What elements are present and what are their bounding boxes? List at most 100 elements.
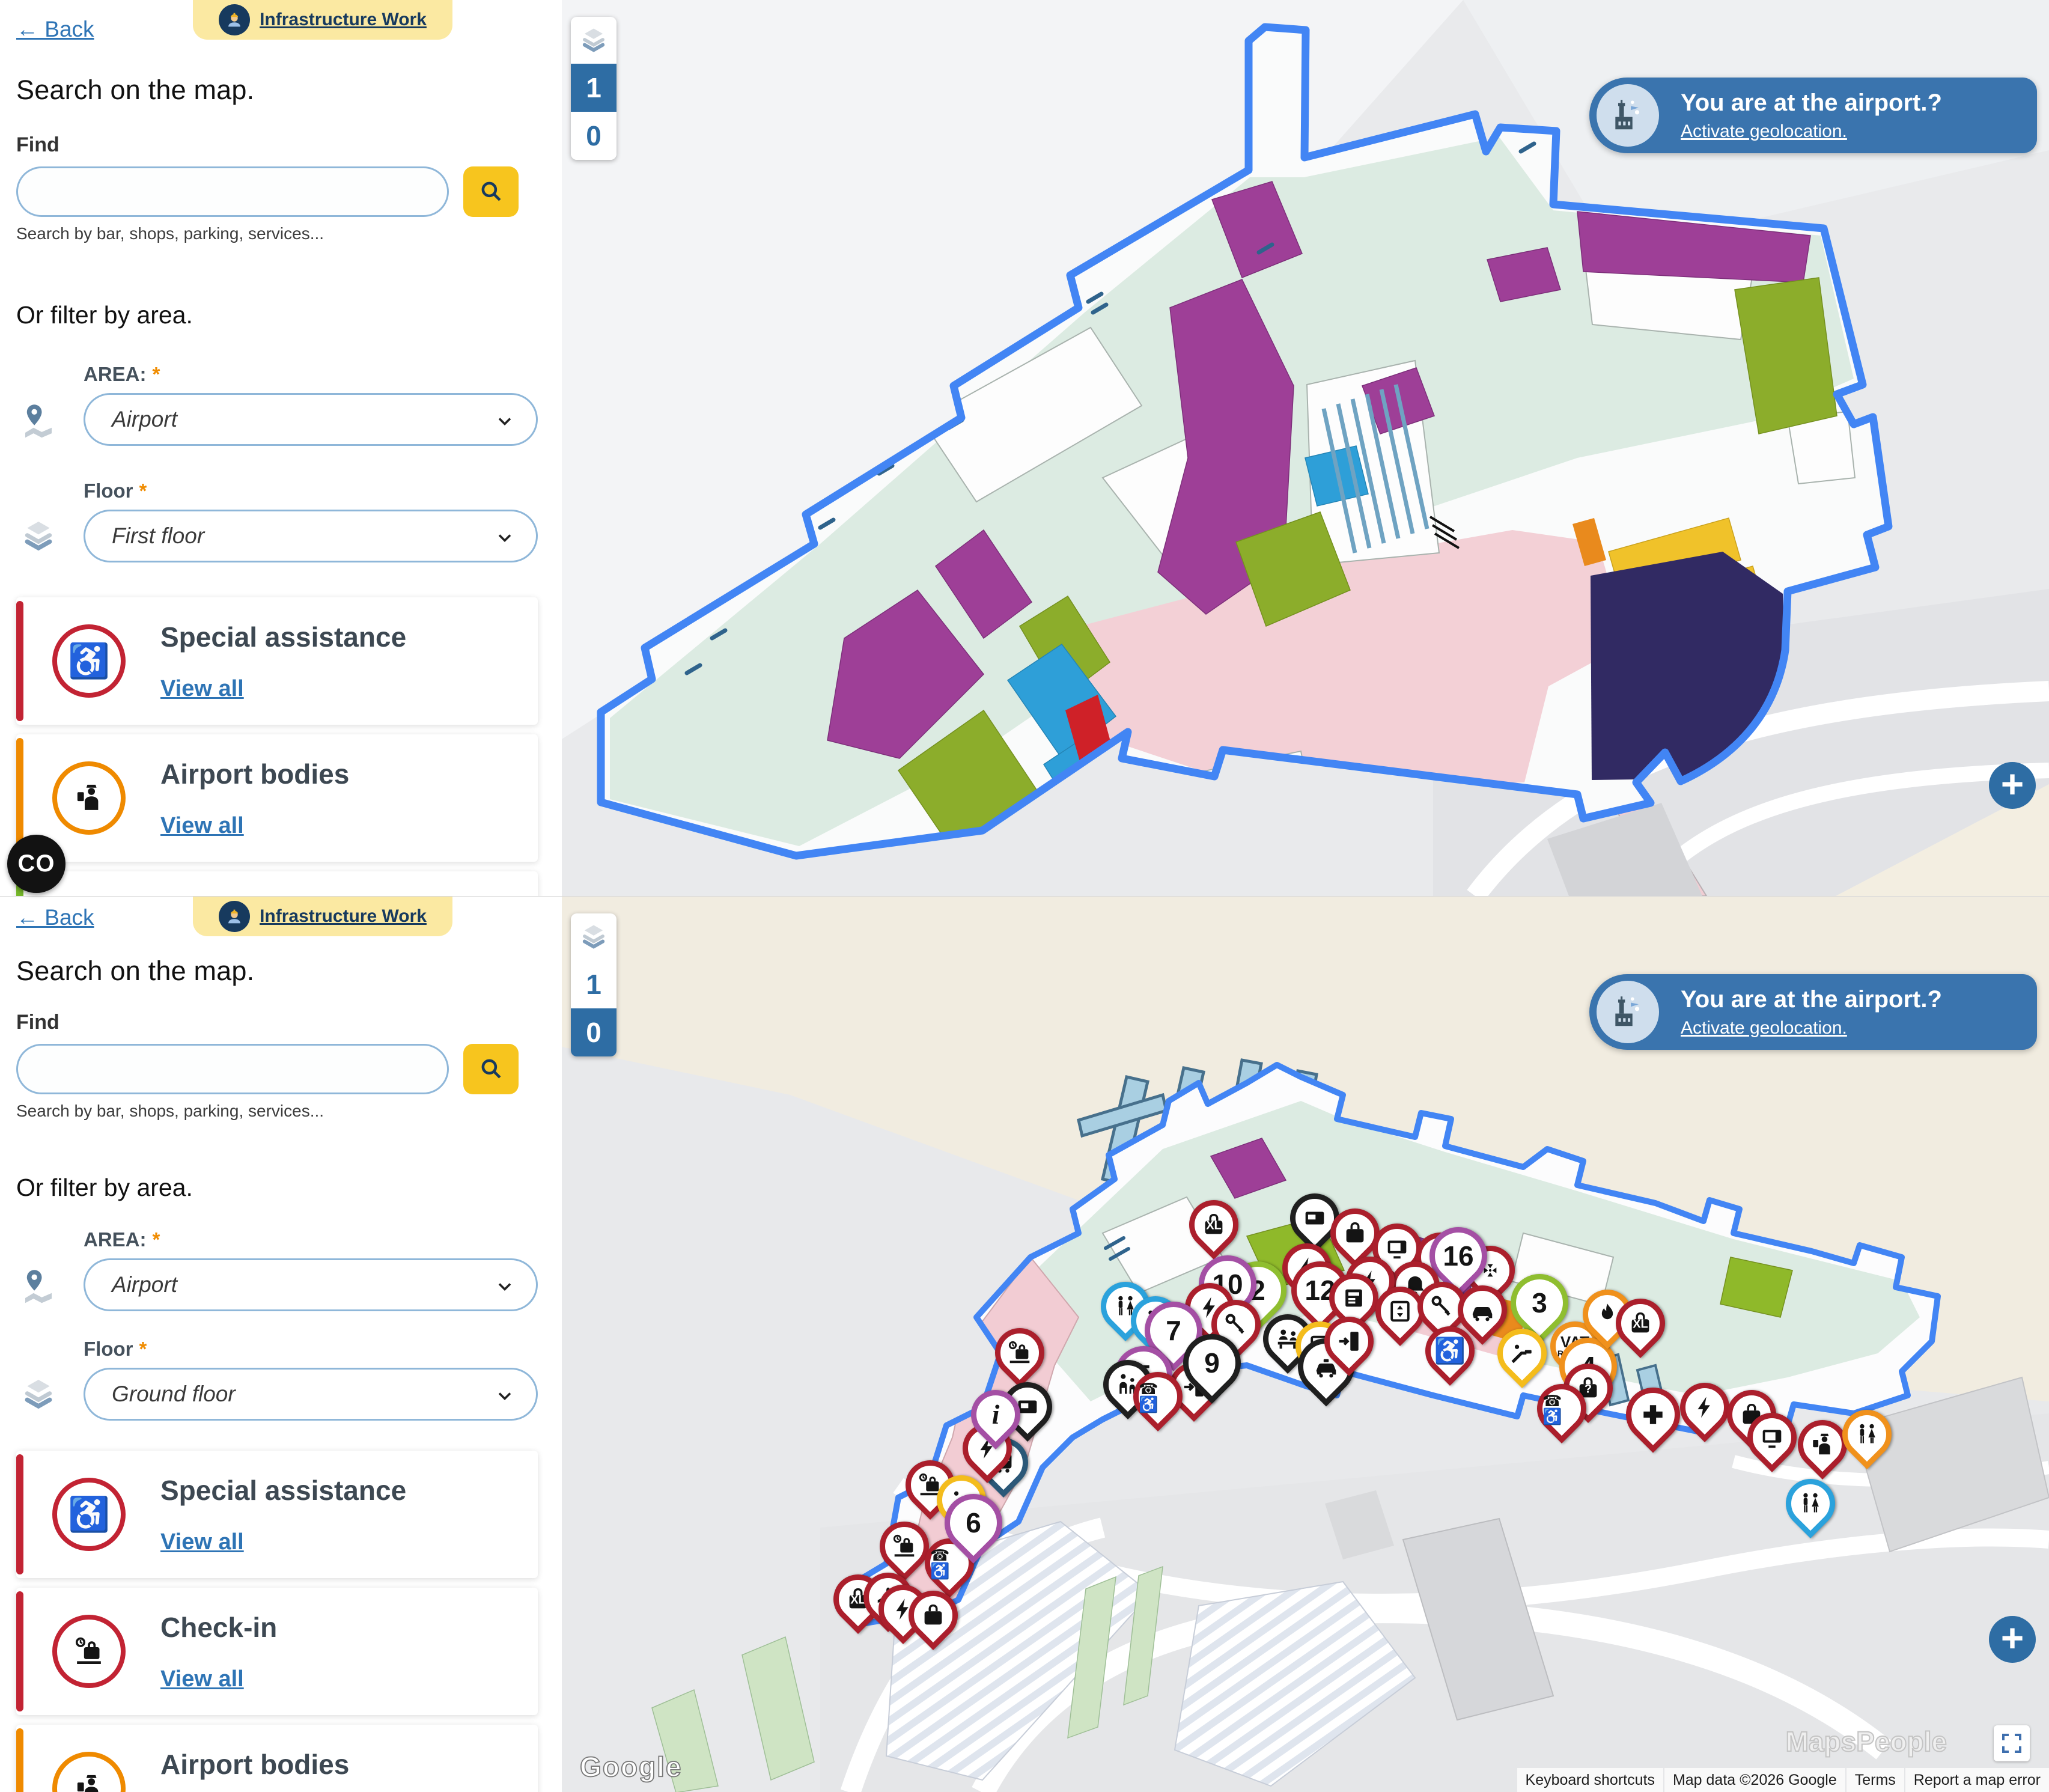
infrastructure-work-badge[interactable]: Infrastructure Work [193,897,452,936]
search-input[interactable] [16,1044,449,1094]
poi-pin-atm-icon[interactable] [1319,1263,1389,1333]
chevron-down-icon [494,527,516,552]
floor-select[interactable]: First floor [84,510,538,562]
poi-pin-suitcase-icon[interactable]: XL [823,1564,893,1634]
poi-pin-suitcase-icon[interactable]: XL [1179,1190,1249,1260]
poi-pin-toilets-icon[interactable] [1091,1272,1160,1341]
geolocation-banner[interactable]: You are at the airport.? Activate geoloc… [1589,78,2037,153]
poi-pin-toilets-icon[interactable] [1832,1400,1902,1469]
poi-pin-zone-9-icon[interactable]: 9 [1171,1322,1253,1404]
poi-pin-escalator-icon[interactable] [1487,1318,1557,1388]
floorplan-first-floor [562,0,2049,896]
activate-geolocation-link[interactable]: Activate geolocation. [1681,121,1847,141]
geolocation-title: You are at the airport.? [1681,89,1942,116]
chevron-down-icon [494,1385,516,1410]
wheelchair-icon: ♿ [52,1478,126,1551]
zoom-in-button[interactable]: + [1989,1616,2036,1663]
poi-pin-card-icon[interactable] [993,1372,1062,1442]
poi-pin-tv-icon[interactable] [1737,1403,1807,1472]
poi-pin-phone-wc-icon[interactable]: ☎♿ [1527,1374,1597,1443]
poi-pin-scale-icon[interactable] [985,1318,1055,1388]
floor-option-1[interactable]: 1 [571,960,617,1008]
view-all-link[interactable]: View all [160,675,244,701]
keyboard-shortcuts-link[interactable]: Keyboard shortcuts [1517,1768,1663,1792]
search-button[interactable] [463,166,519,217]
category-card-special-assistance[interactable]: ♿ Special assistance View all [16,597,538,725]
poi-pin-suitcase-icon[interactable] [1320,1198,1390,1268]
poi-pin-charging-icon[interactable] [952,1413,1022,1483]
poi-pin-key-icon[interactable] [1201,1290,1271,1359]
view-all-link[interactable]: View all [160,1666,244,1692]
poi-pin-elevator-icon[interactable] [1365,1276,1435,1346]
floor-switcher[interactable]: 1 0 [571,913,617,1056]
poi-pin-wheelchair-icon[interactable]: ♿ [1415,1316,1485,1386]
area-select[interactable]: Airport [84,393,538,446]
category-card-food-and-beverage[interactable]: Food and BeverageView all [16,871,538,896]
poi-pin-scale-icon[interactable] [895,1450,965,1520]
layers-icon [16,517,61,555]
poi-pin-scale-icon[interactable] [869,1511,939,1581]
poi-pin-zone-6-icon[interactable]: 6 [933,1482,1014,1564]
poi-pin-info-icon[interactable]: i [961,1380,1031,1449]
back-link[interactable]: ← Back [16,17,94,41]
poi-pin-desk-icon[interactable] [1253,1304,1323,1374]
construction-worker-icon [219,4,251,35]
page-title: Search on the map. [16,75,255,105]
sidebar: ← Back Infrastructure Work Search on the… [0,897,562,1792]
floor-select[interactable]: Ground floor [84,1368,538,1421]
poi-pin-key-icon[interactable] [1407,1272,1477,1341]
floor-option-1[interactable]: 1 [571,64,617,112]
report-map-error-link[interactable]: Report a map error [1905,1768,2049,1792]
card-title: Check-in [160,1611,278,1643]
plus-icon: + [2000,1615,2024,1660]
poi-pin-suitcase-icon[interactable] [898,1580,968,1650]
category-card-special-assistance[interactable]: ♿ Special assistance View all [16,1451,538,1578]
find-label: Find [16,133,59,156]
back-link[interactable]: ← Back [16,905,94,930]
poi-pin-card-icon[interactable] [1280,1183,1350,1253]
layers-icon [571,17,617,64]
poi-pin-phone-wc-icon[interactable]: ☎♿ [1123,1362,1193,1431]
poi-pin-suitcase-icon[interactable]: ? [1553,1353,1623,1423]
floor-switcher[interactable]: 1 0 [571,17,617,160]
floor-option-0[interactable]: 0 [571,1008,617,1056]
poi-pin-suitcase-icon[interactable]: XL [1606,1288,1675,1358]
area-select[interactable]: Airport [84,1258,538,1311]
poi-pin-tv-icon[interactable] [1362,1213,1432,1283]
sidebar: ← Back Infrastructure Work Search on the… [0,0,562,896]
poi-pin-charging-icon[interactable] [868,1574,938,1644]
terms-link[interactable]: Terms [1846,1768,1904,1792]
poi-pin-meeting-icon[interactable] [1455,1236,1525,1305]
search-button[interactable] [463,1044,519,1094]
area-label: AREA: * [84,1228,160,1251]
poi-pin-toilets-icon[interactable] [1776,1469,1845,1538]
poi-pin-taxi-icon[interactable] [1286,1326,1366,1407]
poi-pin-car-icon[interactable] [1448,1275,1517,1345]
cookie-consent-badge[interactable]: CO [7,835,65,893]
category-card-check-in[interactable]: Check-in View all [16,1588,538,1715]
view-all-link[interactable]: View all [160,1529,244,1555]
fullscreen-button[interactable] [1994,1725,2030,1761]
mapspeople-watermark: MapsPeople [1785,1725,1947,1758]
geolocation-banner[interactable]: You are at the airport.? Activate geoloc… [1589,974,2037,1050]
poi-pin-charging-icon[interactable] [1175,1273,1244,1342]
filter-heading: Or filter by area. [16,301,193,329]
poi-pin-charging-icon[interactable] [1670,1373,1740,1442]
screen-first-floor: ← Back Infrastructure Work Search on the… [0,0,2049,896]
poi-pin-officer-icon[interactable] [1788,1410,1857,1480]
infrastructure-work-label: Infrastructure Work [260,906,427,926]
floor-label: Floor * [84,1338,147,1360]
floor-option-0[interactable]: 0 [571,112,617,160]
poi-pin-exit-icon[interactable] [1314,1306,1384,1376]
poi-pin-flame-icon[interactable] [1573,1279,1642,1349]
zoom-in-button[interactable]: + [1989,762,2036,809]
search-input[interactable] [16,166,449,217]
activate-geolocation-link[interactable]: Activate geolocation. [1681,1017,1847,1038]
infrastructure-work-badge[interactable]: Infrastructure Work [193,0,452,40]
view-all-link[interactable]: View all [160,812,244,838]
map-first-floor[interactable]: 1 0 You are at the airport.? Activate ge… [562,0,2049,896]
poi-pin-cross-icon[interactable] [1615,1376,1691,1453]
